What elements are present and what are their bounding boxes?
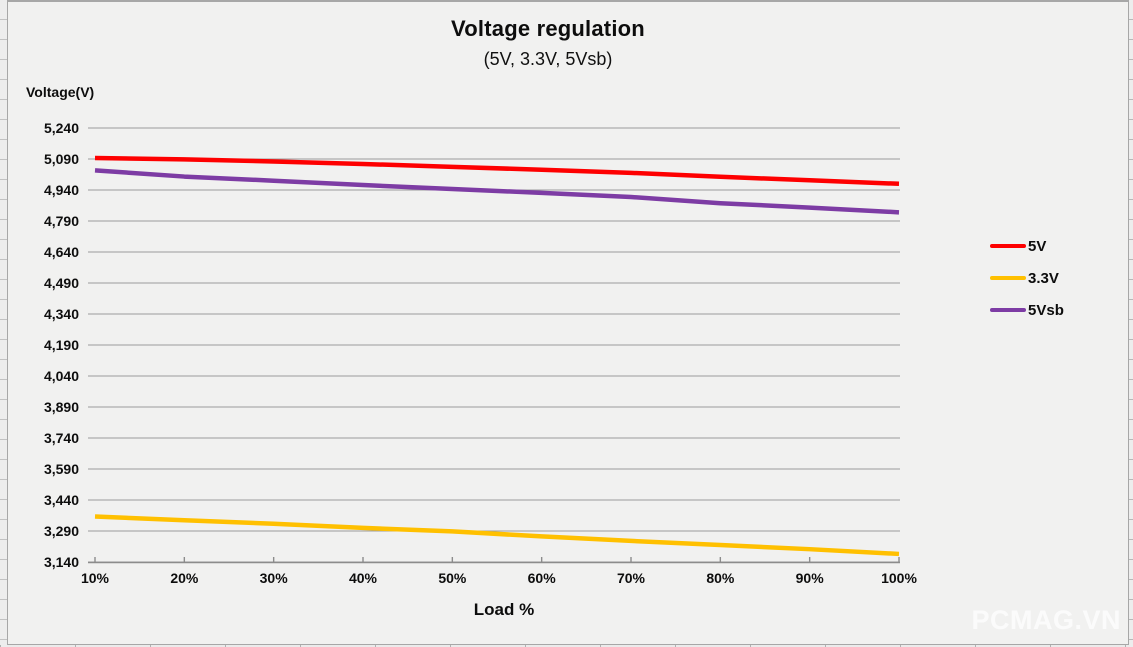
- x-tick-label: 90%: [796, 570, 825, 586]
- series-line-5v: [94, 155, 900, 187]
- x-tick-label: 60%: [528, 570, 557, 586]
- spreadsheet-left-edge: [0, 0, 7, 647]
- x-tick-label: 40%: [349, 570, 378, 586]
- legend-swatch-icon: [990, 308, 1026, 312]
- x-tick-label: 20%: [170, 570, 199, 586]
- series-line-5vsb: [94, 168, 900, 215]
- spreadsheet-right-edge: [1129, 0, 1133, 647]
- legend-swatch-icon: [990, 276, 1026, 280]
- legend-swatch-icon: [990, 244, 1026, 248]
- y-tick-label: 3,440: [44, 492, 79, 508]
- y-tick-label: 4,340: [44, 306, 79, 322]
- x-tick-label: 50%: [438, 570, 467, 586]
- legend-label: 5Vsb: [1028, 301, 1064, 319]
- spreadsheet-bottom-edge: [0, 645, 1133, 647]
- plot-area: 5,240 5,090 4,940 4,790 4,640 4,490 4,340 4,190…: [44, 120, 917, 586]
- legend-label: 5V: [1028, 237, 1047, 255]
- series-line-3_3v: [94, 514, 900, 557]
- legend: 5V 3.3V 5Vsb: [990, 236, 1064, 320]
- y-tick-label: 3,740: [44, 430, 79, 446]
- y-tick-label: 5,090: [44, 151, 79, 167]
- y-axis-title: Voltage(V): [26, 84, 95, 100]
- y-tick-label: 4,790: [44, 213, 79, 229]
- y-tick-label: 4,040: [44, 368, 79, 384]
- x-tick-label: 10%: [81, 570, 110, 586]
- legend-label: 3.3V: [1028, 269, 1059, 287]
- y-tick-label: 4,640: [44, 244, 79, 260]
- y-tick-label: 3,290: [44, 523, 79, 539]
- y-tick-label: 4,940: [44, 182, 79, 198]
- y-tick-label: 5,240: [44, 120, 79, 136]
- chart-subtitle: (5V, 3.3V, 5Vsb): [483, 49, 613, 69]
- x-tick-label: 80%: [706, 570, 735, 586]
- legend-item-5v: 5V: [990, 236, 1064, 256]
- x-axis-title: Load %: [473, 600, 535, 619]
- legend-item-3_3v: 3.3V: [990, 268, 1064, 288]
- legend-item-5vsb: 5Vsb: [990, 300, 1064, 320]
- x-tick-label: 100%: [881, 570, 917, 586]
- watermark: PCMAG.VN: [971, 605, 1121, 635]
- y-tick-label: 3,890: [44, 399, 79, 415]
- x-tick-label: 30%: [260, 570, 289, 586]
- y-tick-label: 4,490: [44, 275, 79, 291]
- y-tick-label: 3,590: [44, 461, 79, 477]
- y-tick-label: 3,140: [44, 554, 79, 570]
- chart-title: Voltage regulation: [451, 16, 645, 41]
- y-tick-label: 4,190: [44, 337, 79, 353]
- voltage-regulation-chart: Voltage regulation (5V, 3.3V, 5Vsb) Volt…: [7, 1, 1129, 645]
- x-tick-label: 70%: [617, 570, 646, 586]
